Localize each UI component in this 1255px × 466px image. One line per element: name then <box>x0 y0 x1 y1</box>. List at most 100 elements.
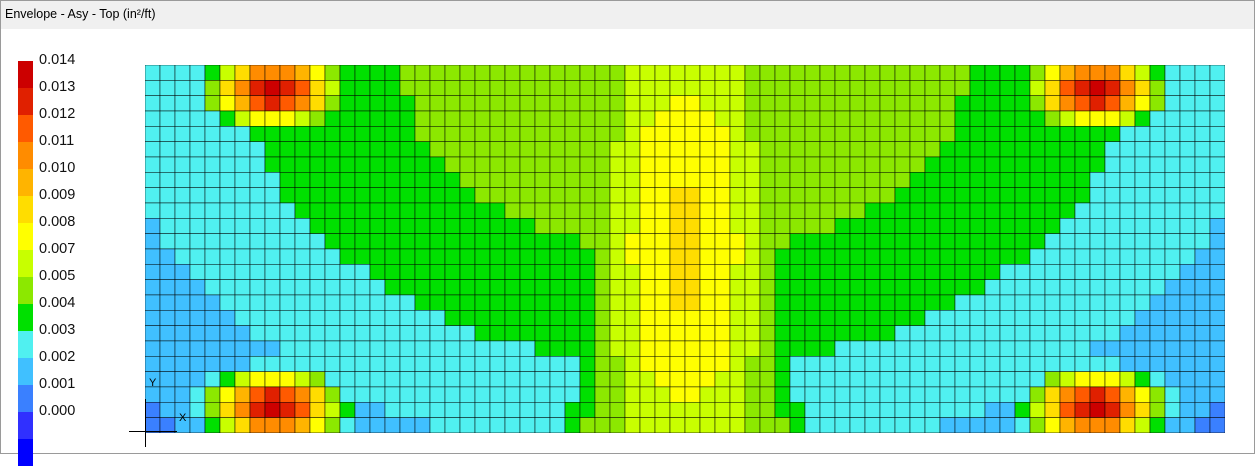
mesh-cell <box>459 172 476 188</box>
mesh-cell <box>879 310 896 326</box>
mesh-cell <box>189 325 206 342</box>
mesh-cell <box>789 248 806 265</box>
mesh-cell <box>1119 356 1136 372</box>
mesh-cell <box>1089 218 1106 234</box>
mesh-cell <box>354 264 371 280</box>
mesh-cell <box>459 340 476 357</box>
mesh-cell <box>399 264 416 280</box>
mesh-cell <box>339 402 356 418</box>
mesh-cell <box>879 233 896 250</box>
mesh-cell <box>669 187 686 204</box>
mesh-cell <box>1134 386 1151 403</box>
mesh-cell <box>1209 294 1225 311</box>
mesh-cell <box>264 386 281 403</box>
mesh-cell <box>444 172 461 188</box>
mesh-cell <box>744 356 761 372</box>
mesh-cell <box>1149 294 1166 311</box>
mesh-cell <box>849 402 866 418</box>
mesh-cell <box>909 95 926 112</box>
mesh-cell <box>804 294 821 311</box>
mesh-cell <box>369 371 386 388</box>
mesh-cell <box>879 279 896 296</box>
mesh-cell <box>804 325 821 342</box>
mesh-cell <box>969 325 986 342</box>
mesh-cell <box>384 356 401 372</box>
mesh-cell <box>519 95 536 112</box>
mesh-cell <box>654 80 671 96</box>
mesh-cell <box>579 310 596 326</box>
mesh-cell <box>789 202 806 219</box>
mesh-cell <box>534 279 551 296</box>
mesh-cell <box>429 310 446 326</box>
mesh-cell <box>594 110 611 127</box>
mesh-cell <box>789 386 806 403</box>
mesh-cell <box>444 202 461 219</box>
mesh-cell <box>714 371 731 388</box>
mesh-cell <box>145 95 161 112</box>
mesh-cell <box>624 95 641 112</box>
mesh-cell <box>489 371 506 388</box>
mesh-cell <box>339 202 356 219</box>
mesh-cell <box>954 402 971 418</box>
mesh-cell <box>1119 80 1136 96</box>
mesh-cell <box>834 417 851 433</box>
mesh-cell <box>969 248 986 265</box>
mesh-cell <box>1194 294 1211 311</box>
mesh-cell <box>1119 402 1136 418</box>
mesh-cell <box>1059 248 1076 265</box>
mesh-cell <box>444 126 461 142</box>
mesh-cell <box>744 402 761 418</box>
mesh-cell <box>174 218 191 234</box>
mesh-cell <box>924 310 941 326</box>
mesh-cell <box>804 141 821 158</box>
mesh-cell <box>969 417 986 433</box>
mesh-cell <box>924 264 941 280</box>
mesh-cell <box>879 371 896 388</box>
mesh-cell <box>174 65 191 81</box>
mesh-cell <box>1059 264 1076 280</box>
mesh-cell <box>894 110 911 127</box>
mesh-cell <box>774 126 791 142</box>
mesh-cell <box>369 141 386 158</box>
mesh-cell <box>729 233 746 250</box>
mesh-cell <box>849 95 866 112</box>
mesh-cell <box>309 264 326 280</box>
mesh-cell <box>234 233 251 250</box>
mesh-cell <box>549 156 566 173</box>
mesh-cell <box>1149 310 1166 326</box>
mesh-cell <box>1074 356 1091 372</box>
mesh-cell <box>279 80 296 96</box>
mesh-cell <box>1164 417 1181 433</box>
mesh-cell <box>909 202 926 219</box>
mesh-cell <box>684 310 701 326</box>
mesh-cell <box>1089 156 1106 173</box>
mesh-cell <box>414 202 431 219</box>
mesh-cell <box>1134 264 1151 280</box>
mesh-cell <box>414 294 431 311</box>
mesh-cell <box>624 80 641 96</box>
mesh-cell <box>954 95 971 112</box>
mesh-cell <box>909 371 926 388</box>
mesh-cell <box>549 110 566 127</box>
mesh-cell <box>804 156 821 173</box>
mesh-cell <box>1104 187 1121 204</box>
mesh-cell <box>399 356 416 372</box>
mesh-cell <box>399 279 416 296</box>
mesh-cell <box>744 386 761 403</box>
mesh-cell <box>489 325 506 342</box>
mesh-cell <box>1119 248 1136 265</box>
mesh-cell <box>534 202 551 219</box>
legend-swatch <box>18 61 33 88</box>
mesh-cell <box>1164 218 1181 234</box>
mesh-cell <box>444 310 461 326</box>
mesh-cell <box>804 248 821 265</box>
mesh-cell <box>744 80 761 96</box>
mesh-cell <box>579 156 596 173</box>
mesh-cell <box>759 356 776 372</box>
mesh-cell <box>789 371 806 388</box>
window-titlebar: Envelope - Asy - Top (in²/ft) <box>1 1 1254 29</box>
mesh-cell <box>294 310 311 326</box>
mesh-cell <box>1089 141 1106 158</box>
mesh-cell <box>264 110 281 127</box>
mesh-cell <box>384 172 401 188</box>
